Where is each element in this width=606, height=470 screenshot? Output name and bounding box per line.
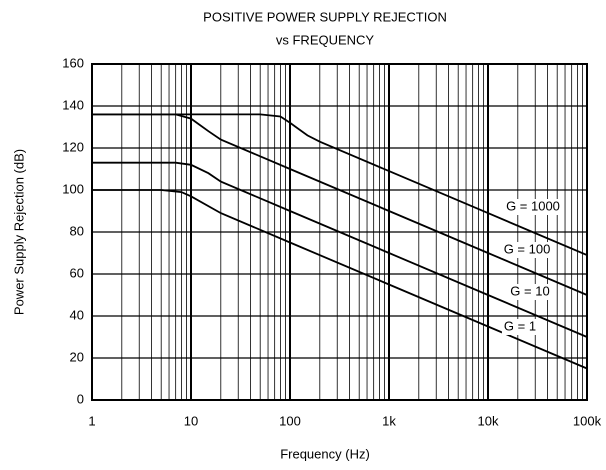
x-tick-label: 1 (88, 413, 95, 428)
chart-title: POSITIVE POWER SUPPLY REJECTION (203, 9, 447, 24)
x-tick-label: 10k (478, 413, 499, 428)
x-tick-label: 100 (279, 413, 301, 428)
y-tick-label: 80 (70, 223, 84, 238)
series-label-bg (508, 284, 552, 300)
y-tick-label: 40 (70, 307, 84, 322)
series-label-bg (504, 199, 562, 215)
x-tick-label: 100k (573, 413, 602, 428)
x-axis-label: Frequency (Hz) (280, 446, 370, 461)
series-label: G = 1000 (506, 198, 560, 213)
chart-subtitle: vs FREQUENCY (276, 32, 375, 47)
series-label-bg (501, 242, 553, 258)
series-line (92, 189, 588, 370)
y-tick-label: 20 (70, 349, 84, 364)
plot-frame (91, 63, 588, 401)
series-line (92, 161, 588, 338)
y-tick-label: 60 (70, 265, 84, 280)
y-tick-label: 160 (62, 55, 84, 70)
series-line (92, 113, 588, 296)
x-tick-label: 10 (184, 413, 198, 428)
y-tick-label: 140 (62, 97, 84, 112)
y-tick-label: 0 (77, 391, 84, 406)
x-tick-label: 1k (382, 413, 396, 428)
y-tick-label: 120 (62, 139, 84, 154)
series-label: G = 10 (510, 283, 549, 298)
series-label-bg (501, 319, 539, 335)
series-label: G = 1 (504, 318, 536, 333)
y-axis-label: Power Supply Rejection (dB) (11, 149, 26, 315)
y-tick-label: 100 (62, 181, 84, 196)
series-line (92, 113, 588, 256)
series-label: G = 100 (504, 241, 551, 256)
